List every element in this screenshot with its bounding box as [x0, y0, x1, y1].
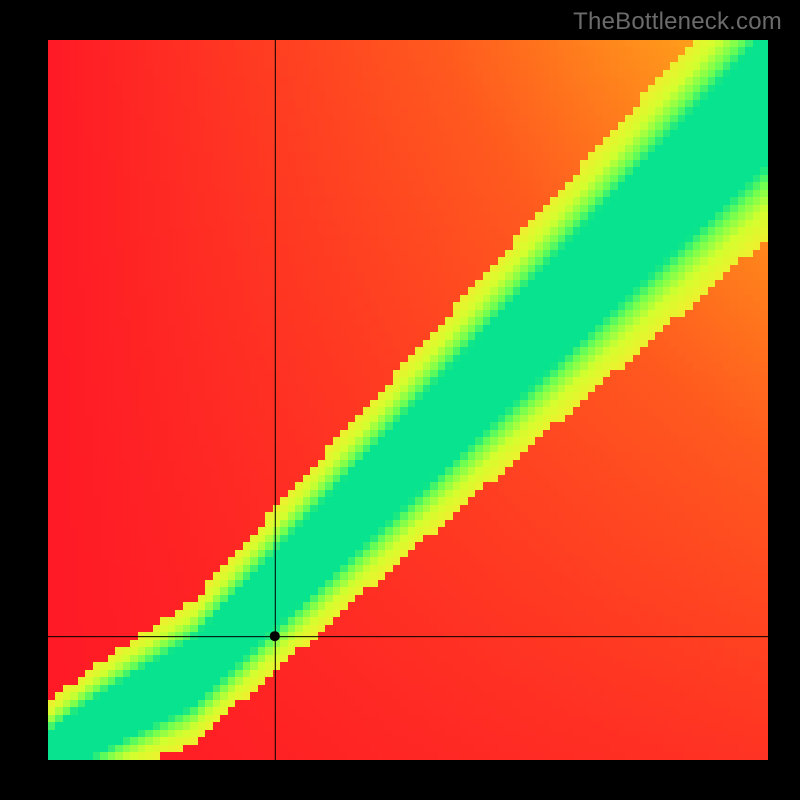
chart-container: TheBottleneck.com — [0, 0, 800, 800]
heatmap-plot — [48, 40, 768, 760]
heatmap-canvas — [48, 40, 768, 760]
watermark-text: TheBottleneck.com — [573, 8, 782, 36]
